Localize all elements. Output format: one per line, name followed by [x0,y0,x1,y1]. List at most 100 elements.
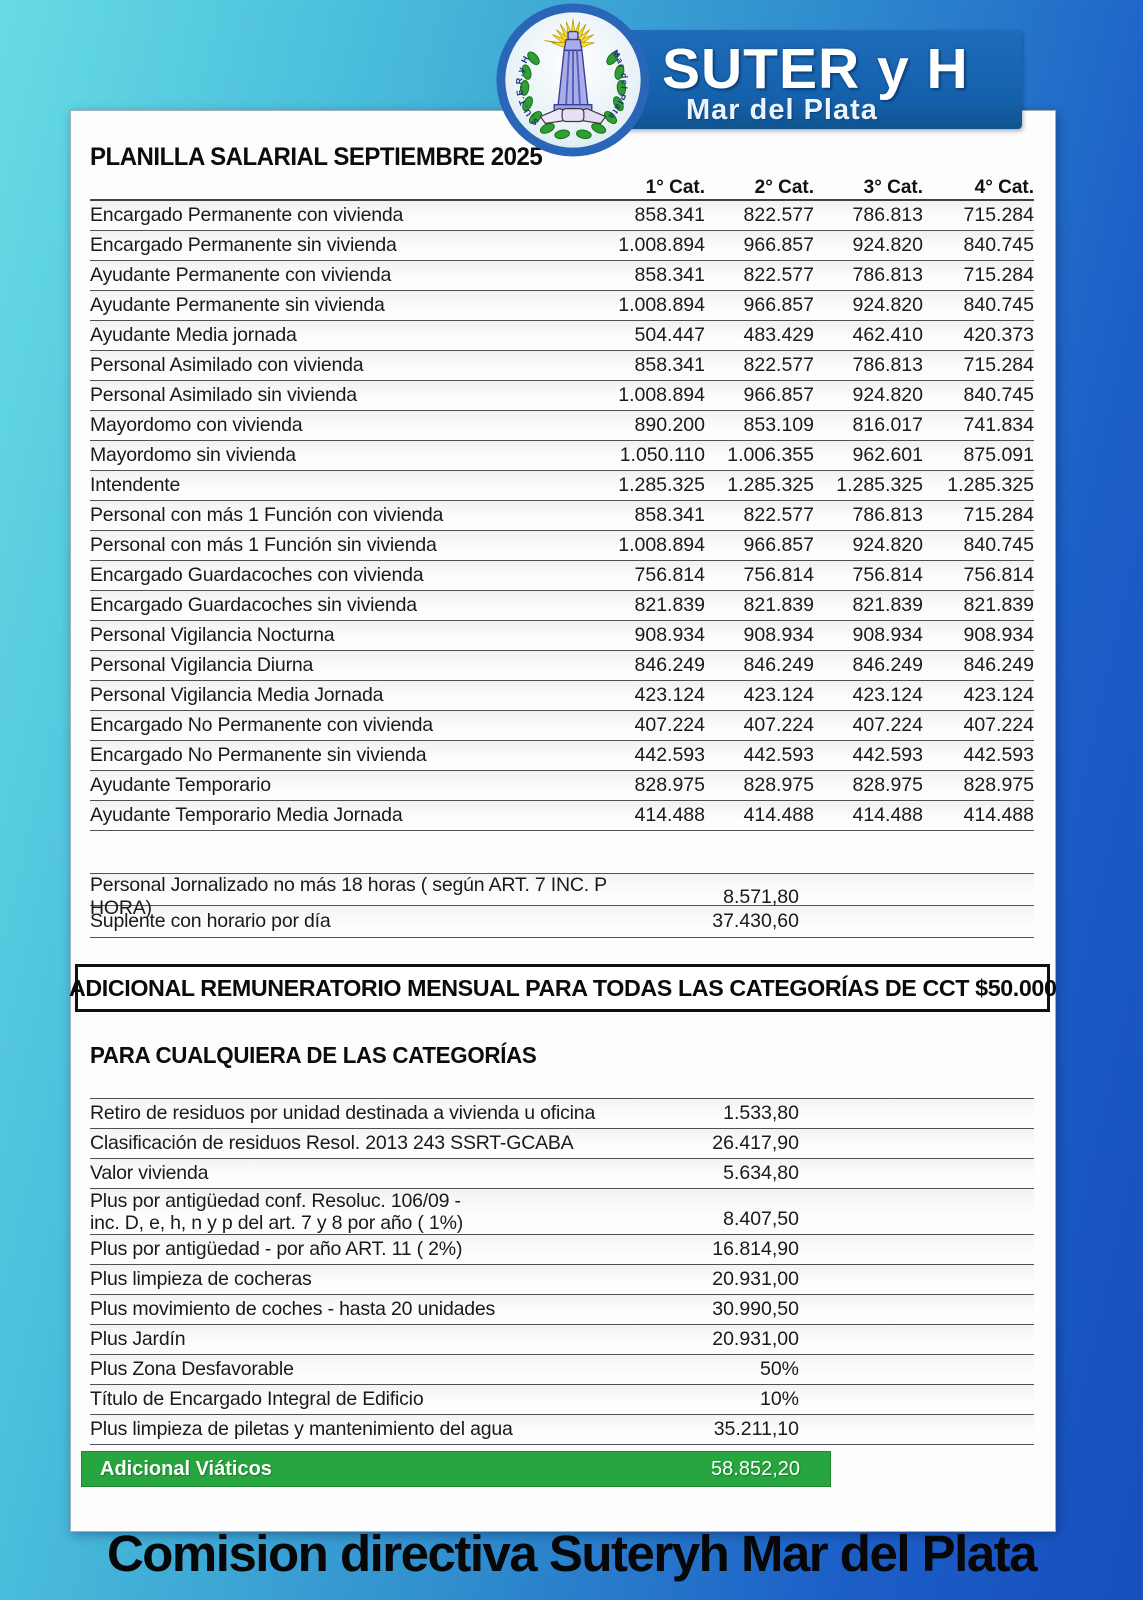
row-value: 875.091 [963,444,1035,466]
table-row: Mayordomo con vivienda 890.200 853.109 816.… [90,411,1034,441]
row-value: 1.533,80 [723,1102,799,1124]
table-row: Retiro de residuos por unidad destinada … [90,1099,1034,1129]
row-value: 840.745 [963,294,1035,316]
row-value: 821.839 [634,594,706,616]
row-label: Plus Zona Desfavorable [90,1358,294,1380]
row-value: 715.284 [963,204,1035,226]
table-row: Personal Vigilancia Media Jornada 423.124… [90,681,1034,711]
row-value: 908.934 [852,624,924,646]
table-row: Mayordomo sin vivienda 1.050.110 1.006.355… [90,441,1034,471]
row-value: 1.285.325 [727,474,814,496]
table-row: Personal Vigilancia Nocturna 908.934 908.9… [90,621,1034,651]
org-banner: SUTER y H Mar del Plata [598,30,1022,129]
categories-table: Retiro de residuos por unidad destinada … [90,1098,1034,1445]
row-value: 442.593 [852,744,924,766]
row-label: Título de Encargado Integral de Edificio [90,1388,424,1410]
row-value: 840.745 [963,384,1035,406]
row-value: 924.820 [852,534,924,556]
row-label: Personal con más 1 Función sin vivienda [90,534,437,556]
row-label: Intendente [90,474,181,496]
row-value: 20.931,00 [712,1328,799,1350]
row-label: Encargado Permanente con vivienda [90,204,404,226]
table-row: Personal con más 1 Función sin vivienda 1… [90,531,1034,561]
org-name: SUTER y H [662,37,969,101]
row-label: Suplente con horario por día [90,910,331,932]
column-header-3: 3° Cat. [863,177,923,198]
adicional-banner-box: ADICIONAL REMUNERATORIO MENSUAL PARA TOD… [69,964,1057,1012]
row-value: 858.341 [634,504,706,526]
row-value: 462.410 [852,324,924,346]
row-value: 858.341 [634,354,706,376]
row-value: 1.008.894 [618,234,705,256]
row-value: 908.934 [963,624,1035,646]
row-value: 908.934 [634,624,706,646]
table-row: Plus movimiento de coches - hasta 20 uni… [90,1295,1034,1325]
paper-sheet: PLANILLA SALARIAL SEPTIEMBRE 2025 1° Cat… [69,110,1057,1532]
row-value: 407.224 [852,714,924,736]
row-value: 1.285.325 [836,474,923,496]
row-value: 890.200 [634,414,706,436]
row-value: 1.285.325 [618,474,705,496]
table-row: Encargado Guardacoches sin vivienda 821.8… [90,591,1034,621]
row-value: 414.488 [963,804,1035,826]
table-row: Plus por antigüedad - por año ART. 11 ( … [90,1235,1034,1265]
table-row: Ayudante Temporario 828.975 828.975 828.975… [90,771,1034,801]
row-value: 786.813 [852,204,924,226]
row-value: 1.008.894 [618,294,705,316]
row-value: 858.341 [634,264,706,286]
highlight-row-value: 58.852,20 [711,1457,800,1480]
row-value: 786.813 [852,354,924,376]
row-value: 741.834 [963,414,1035,436]
row-value: 1.006.355 [727,444,814,466]
row-value: 756.814 [634,564,706,586]
row-value: 828.975 [634,774,706,796]
row-label: Encargado Permanente sin vivienda [90,234,397,256]
row-label: Ayudante Temporario Media Jornada [90,804,403,826]
table-row: Ayudante Temporario Media Jornada 414.488… [90,801,1034,831]
row-value: 786.813 [852,504,924,526]
adicional-banner-text: ADICIONAL REMUNERATORIO MENSUAL PARA TOD… [68,974,1057,1001]
table-row: Personal con más 1 Función con vivienda 8… [90,501,1034,531]
lighthouse-icon [553,30,593,112]
row-label: Mayordomo con vivienda [90,414,303,436]
categories-title: PARA CUALQUIERA DE LAS CATEGORÍAS [90,1042,537,1068]
row-value: 423.124 [634,684,706,706]
table-row: Personal Asimilado con vivienda 858.341 82… [90,351,1034,381]
row-value: 908.934 [743,624,815,646]
row-value: 8.407,50 [723,1208,799,1230]
row-label: Personal Asimilado con vivienda [90,354,364,376]
row-value: 407.224 [963,714,1035,736]
row-value: 828.975 [963,774,1035,796]
row-label: Personal Vigilancia Media Jornada [90,684,384,706]
handshake-icon [539,108,607,125]
row-value: 846.249 [743,654,815,676]
row-label: Personal Asimilado sin vivienda [90,384,357,406]
hourly-table: Personal Jornalizado no más 18 horas ( s… [90,873,1034,938]
table-row: Encargado Permanente con vivienda 858.341… [90,201,1034,231]
org-place: Mar del Plata [686,94,878,126]
row-value: 442.593 [963,744,1035,766]
row-value: 442.593 [743,744,815,766]
sun-icon [544,18,595,50]
row-value: 1.050.110 [619,444,705,466]
row-value: 414.488 [743,804,815,826]
union-logo-badge-icon: S.U.T.E.R.y H. Mar del Plata [492,0,650,157]
table-row: Encargado No Permanente sin vivienda 442.… [90,741,1034,771]
row-value: 483.429 [743,324,815,346]
row-value: 828.975 [852,774,924,796]
table-row: Encargado Permanente sin vivienda 1.008.8… [90,231,1034,261]
column-header-4: 4° Cat. [974,177,1034,198]
table-row: Título de Encargado Integral de Edificio… [90,1385,1034,1415]
row-value: 966.857 [743,234,815,256]
row-value: 37.430,60 [712,910,799,932]
row-value: 423.124 [743,684,815,706]
row-label: Ayudante Permanente con vivienda [90,264,392,286]
row-value: 846.249 [852,654,924,676]
row-label: Plus por antigüedad conf. Resoluc. 106/0… [90,1189,464,1234]
row-value: 846.249 [963,654,1035,676]
column-header-1: 1° Cat. [645,177,705,198]
row-value: 858.341 [634,204,706,226]
row-value: 821.839 [743,594,815,616]
table-row: Plus limpieza de cocheras 20.931,00 [90,1265,1034,1295]
